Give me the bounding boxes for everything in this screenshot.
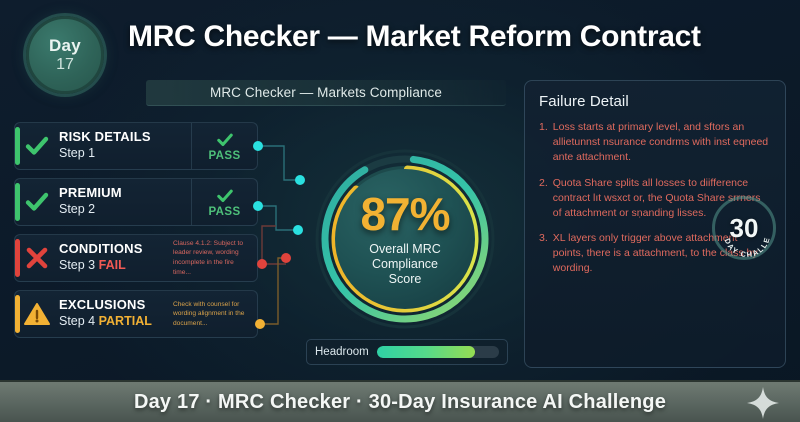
- connector-dot: [255, 319, 265, 329]
- compliance-gauge: 87% Overall MRC Compliance Score: [312, 146, 498, 332]
- accent-bar: [15, 127, 20, 165]
- gauge-caption: Overall MRC Compliance Score: [369, 242, 441, 288]
- failure-list-item: 3. XL layers only trigger above attachme…: [539, 231, 771, 276]
- status-badge: PASS: [191, 123, 257, 169]
- warning-triangle-icon: [15, 301, 59, 327]
- step-label: Step 4: [59, 314, 96, 329]
- checklist-item-step: Step 2: [59, 202, 96, 217]
- gauge-caption-line3: Score: [388, 272, 422, 287]
- headroom-meter: Headroom: [306, 339, 508, 365]
- headroom-label: Headroom: [315, 346, 369, 358]
- failure-list-item: 1. Loss starts at primary level, and sft…: [539, 120, 771, 165]
- footer-text: Day 17 · MRC Checker · 30-Day Insurance …: [133, 390, 667, 413]
- status-badge: PASS: [191, 179, 257, 225]
- checklist-item-title: CONDITIONS: [59, 241, 143, 257]
- checklist-item-text: CONDITIONS Step 3 FAIL: [59, 241, 171, 274]
- connector-dot: [295, 175, 305, 185]
- headroom-track: [376, 346, 499, 358]
- failure-item-text: Loss starts at primary level, and sftors…: [552, 121, 769, 163]
- failure-item-number: 2.: [539, 176, 548, 189]
- verdict-label: FAIL: [98, 258, 126, 273]
- check-icon: [216, 133, 233, 146]
- failure-list-item: 2. Quota Share splits all losses to diif…: [539, 176, 771, 221]
- check-icon: [15, 133, 59, 159]
- headroom-fill: [376, 346, 475, 358]
- checklist-item-note: Check with counsel for wording alignment…: [173, 300, 245, 327]
- checklist-item-conditions[interactable]: CONDITIONS Step 3 FAIL Clause 4.1.2: Sub…: [14, 234, 258, 282]
- connector-dot: [281, 253, 291, 263]
- checklist-item-note: Clause 4.1.2: Subject to leader review, …: [173, 239, 244, 276]
- checklist-item-title: RISK DETAILS: [59, 129, 151, 145]
- failure-panel-title: Failure Detail: [539, 93, 629, 110]
- connector-lines: [253, 141, 305, 329]
- failure-item-text: Quota Share splits all losses to diiffer…: [552, 176, 761, 219]
- gauge-caption-line2: Compliance: [371, 256, 438, 271]
- gauge-track-arc: [321, 155, 489, 323]
- gauge-caption-line1: Overall MRC: [369, 241, 441, 256]
- checklist-item-step: Step 1: [59, 146, 96, 161]
- connector-dot: [293, 225, 303, 235]
- checklist-item-step: Step 3 FAIL: [59, 258, 167, 274]
- challenge-seal: DAY CHALLENGE 30: [712, 196, 776, 260]
- connector-dot: [253, 201, 263, 211]
- seal-number: 30: [729, 213, 759, 243]
- checklist-item-premium[interactable]: PREMIUM Step 2 PASS: [14, 178, 258, 226]
- header: Day 17 MRC Checker — Market Reform Contr…: [0, 0, 800, 106]
- sparkle-icon: [747, 387, 779, 419]
- verdict-label: PARTIAL: [98, 314, 152, 329]
- accent-bar: [15, 239, 20, 277]
- accent-bar: [15, 183, 20, 221]
- gauge-percent: 87%: [360, 187, 450, 240]
- day-badge: Day 17: [26, 16, 104, 94]
- checklist-item-exclusions[interactable]: EXCLUSIONS Step 4 PARTIAL Check with cou…: [14, 290, 258, 338]
- checklist-item-risk-details[interactable]: RISK DETAILS Step 1 PASS: [14, 122, 258, 170]
- checklist: RISK DETAILS Step 1 PASS PREMIUM Step 2 …: [14, 122, 258, 346]
- page-subtitle: MRC Checker — Markets Compliance: [146, 80, 506, 106]
- footer: Day 17 · MRC Checker · 30-Day Insurance …: [0, 380, 800, 422]
- status-label: PASS: [208, 149, 241, 162]
- connector-dot: [257, 259, 267, 269]
- status-label: PASS: [208, 205, 241, 218]
- failure-item-text: XL layers only trigger above attachment …: [552, 232, 758, 275]
- accent-bar: [15, 295, 20, 333]
- check-icon: [216, 189, 233, 202]
- checklist-item-title: EXCLUSIONS: [59, 297, 146, 313]
- checklist-item-title: PREMIUM: [59, 185, 122, 201]
- gauge-center: 87% Overall MRC Compliance Score: [335, 169, 475, 309]
- failure-item-number: 1.: [539, 121, 548, 133]
- day-badge-number: 17: [56, 56, 74, 73]
- checklist-item-step: Step 4 PARTIAL: [59, 314, 167, 330]
- checklist-item-text: PREMIUM Step 2: [59, 185, 191, 218]
- page-title: MRC Checker — Market Reform Contract: [128, 20, 701, 53]
- day-badge-label: Day: [48, 36, 82, 55]
- cross-icon: [15, 245, 59, 271]
- checklist-item-text: RISK DETAILS Step 1: [59, 129, 191, 162]
- check-icon: [15, 189, 59, 215]
- failure-item-number: 3.: [539, 232, 548, 245]
- connector-dot: [253, 141, 263, 151]
- step-label: Step 3: [59, 258, 96, 273]
- checklist-item-text: EXCLUSIONS Step 4 PARTIAL: [59, 297, 171, 330]
- svg-text:DAY CHALLENGE: DAY CHALLENGE: [712, 196, 772, 259]
